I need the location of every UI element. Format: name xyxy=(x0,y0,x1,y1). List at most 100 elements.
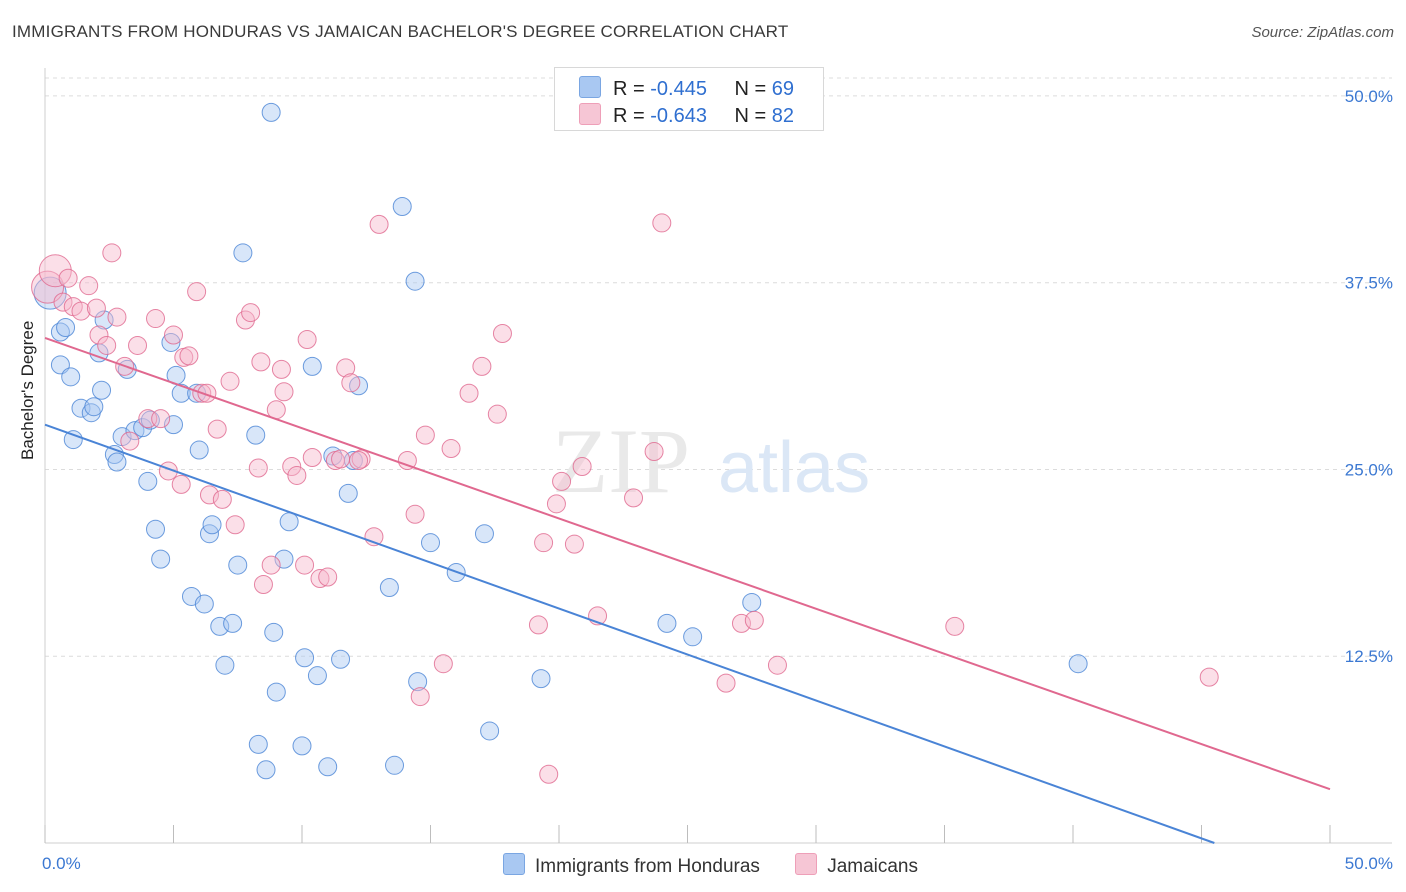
data-point xyxy=(331,449,351,469)
data-point xyxy=(415,425,435,445)
data-point xyxy=(128,335,148,355)
watermark-atlas: atlas xyxy=(718,428,870,508)
data-point xyxy=(433,654,453,674)
data-point xyxy=(531,669,551,689)
x-tick-label-min: 0.0% xyxy=(42,854,81,873)
legend-row-honduras: R = -0.445 N = 69 xyxy=(579,76,795,100)
r-value: -0.643 xyxy=(650,105,707,127)
y-tick-label: 12.5% xyxy=(1345,647,1393,666)
y-tick-label: 50.0% xyxy=(1345,87,1393,106)
watermark: ZIP atlas xyxy=(552,410,870,512)
data-point xyxy=(210,616,230,636)
data-point xyxy=(302,356,322,376)
data-point xyxy=(251,352,271,372)
y-axis-label: Bachelor's Degree xyxy=(18,320,37,460)
data-point xyxy=(215,655,235,675)
data-point xyxy=(189,440,209,460)
legend-swatch-honduras xyxy=(579,76,601,98)
data-point xyxy=(341,373,361,393)
data-point xyxy=(199,485,219,505)
data-point xyxy=(271,359,291,379)
grid-lines xyxy=(45,77,1392,657)
data-point xyxy=(146,519,166,539)
data-point xyxy=(410,687,430,707)
data-point xyxy=(248,734,268,754)
data-point xyxy=(385,755,405,775)
data-point xyxy=(295,648,315,668)
data-point xyxy=(369,214,389,234)
data-point xyxy=(528,615,548,635)
data-point xyxy=(572,456,592,476)
n-label: N = xyxy=(734,78,767,100)
data-point xyxy=(441,439,461,459)
data-point xyxy=(318,567,338,587)
data-point xyxy=(97,335,117,355)
legend-label: Jamaicans xyxy=(827,856,919,877)
data-point xyxy=(552,471,572,491)
data-point xyxy=(264,622,284,642)
data-point xyxy=(731,613,751,633)
data-point xyxy=(151,409,171,429)
data-point xyxy=(228,555,248,575)
data-point xyxy=(220,371,240,391)
tick-labels: 12.5% 25.0% 37.5% 50.0% 0.0% 50.0% xyxy=(42,87,1393,873)
legend-label: Immigrants from Honduras xyxy=(535,856,760,877)
data-point xyxy=(38,254,72,288)
data-point xyxy=(744,610,764,630)
data-point xyxy=(534,533,554,553)
data-point xyxy=(657,613,677,633)
data-point xyxy=(120,431,140,451)
data-point xyxy=(624,488,644,508)
n-value: 82 xyxy=(771,105,795,127)
data-point xyxy=(307,666,327,686)
legend-item-jamaicans: Jamaicans xyxy=(795,853,918,878)
data-point xyxy=(241,303,261,323)
r-label: R = xyxy=(613,105,645,127)
data-point xyxy=(767,655,787,675)
legend-swatch-jamaicans xyxy=(579,103,601,125)
data-point xyxy=(397,451,417,470)
data-point xyxy=(225,515,245,535)
data-point xyxy=(274,382,294,402)
data-point xyxy=(179,346,199,366)
series-legend: Immigrants from Honduras Jamaicans xyxy=(503,853,948,878)
data-point xyxy=(392,196,412,216)
y-tick-label: 25.0% xyxy=(1345,460,1393,479)
trend-line-0 xyxy=(44,423,1215,844)
data-point xyxy=(564,534,584,554)
data-point xyxy=(261,102,281,122)
data-point xyxy=(421,533,440,553)
data-point xyxy=(379,578,399,598)
legend-item-honduras: Immigrants from Honduras xyxy=(503,853,760,878)
data-point xyxy=(223,613,243,633)
data-point xyxy=(125,421,145,441)
data-point xyxy=(138,471,158,491)
data-point xyxy=(107,307,127,327)
r-value: -0.445 xyxy=(650,78,707,100)
data-point xyxy=(164,325,183,345)
data-point xyxy=(171,474,191,494)
data-point xyxy=(194,594,214,614)
n-value: 69 xyxy=(771,78,795,100)
data-point xyxy=(171,383,191,403)
data-point xyxy=(336,358,356,378)
data-point xyxy=(487,404,507,424)
data-point xyxy=(71,301,91,321)
data-point xyxy=(287,465,307,485)
data-point xyxy=(58,268,78,288)
data-points xyxy=(31,102,1219,784)
y-tick-label: 37.5% xyxy=(1345,274,1393,293)
data-point xyxy=(338,483,358,503)
data-point xyxy=(546,494,566,514)
trend-lines xyxy=(44,337,1331,844)
data-point xyxy=(408,672,428,692)
r-label: R = xyxy=(613,78,645,100)
series-0 xyxy=(33,102,1088,780)
data-point xyxy=(246,425,266,445)
data-point xyxy=(89,325,109,345)
data-point xyxy=(256,760,276,780)
data-point xyxy=(683,627,703,647)
data-point xyxy=(161,332,181,352)
x-tick-label-max: 50.0% xyxy=(1345,854,1393,873)
legend-row-jamaicans: R = -0.643 N = 82 xyxy=(579,103,795,127)
